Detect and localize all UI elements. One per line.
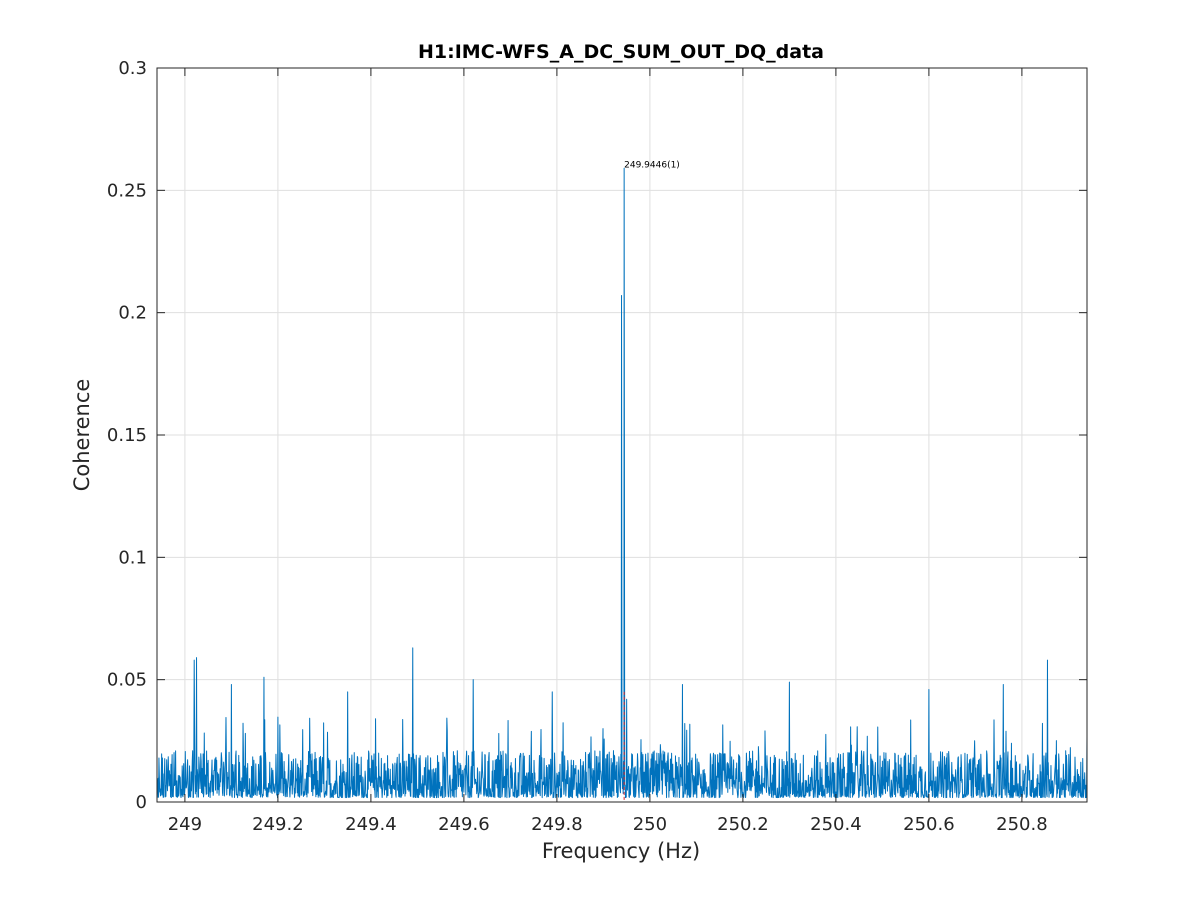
tick-marks <box>157 67 1087 803</box>
x-tick-label: 249.4 <box>345 814 397 835</box>
y-tick-label: 0.2 <box>118 303 147 324</box>
x-tick-label: 249.8 <box>531 814 583 835</box>
y-tick-label: 0.05 <box>107 670 147 691</box>
x-tick-label: 250.8 <box>996 814 1048 835</box>
y-tick-label: 0.15 <box>107 425 147 446</box>
peak-annotation: 249.9446(1) <box>624 160 680 170</box>
x-tick-label: 250.2 <box>717 814 769 835</box>
x-tick-label: 250 <box>633 814 667 835</box>
y-axis-label: Coherence <box>70 379 94 492</box>
x-tick-label: 249.2 <box>252 814 304 835</box>
y-tick-label: 0.25 <box>107 180 147 201</box>
chart-title: H1:IMC-WFS_A_DC_SUM_OUT_DQ_data <box>418 41 824 63</box>
x-tick-label: 249.6 <box>438 814 490 835</box>
annotations: 249.9446(1) <box>624 160 680 170</box>
x-axis-label: Frequency (Hz) <box>542 839 700 863</box>
x-tick-label: 250.4 <box>810 814 862 835</box>
y-tick-label: 0 <box>136 792 147 813</box>
coherence-trace <box>156 167 1088 799</box>
y-tick-label: 0.3 <box>118 58 147 79</box>
x-tick-label: 249 <box>168 814 202 835</box>
series-layer <box>156 167 1088 802</box>
y-tick-label: 0.1 <box>118 547 147 568</box>
tick-labels: 249 249.2 249.4 249.6 249.8 250 250.2 250.4 250.… <box>107 58 1048 835</box>
x-tick-label: 250.6 <box>903 814 955 835</box>
